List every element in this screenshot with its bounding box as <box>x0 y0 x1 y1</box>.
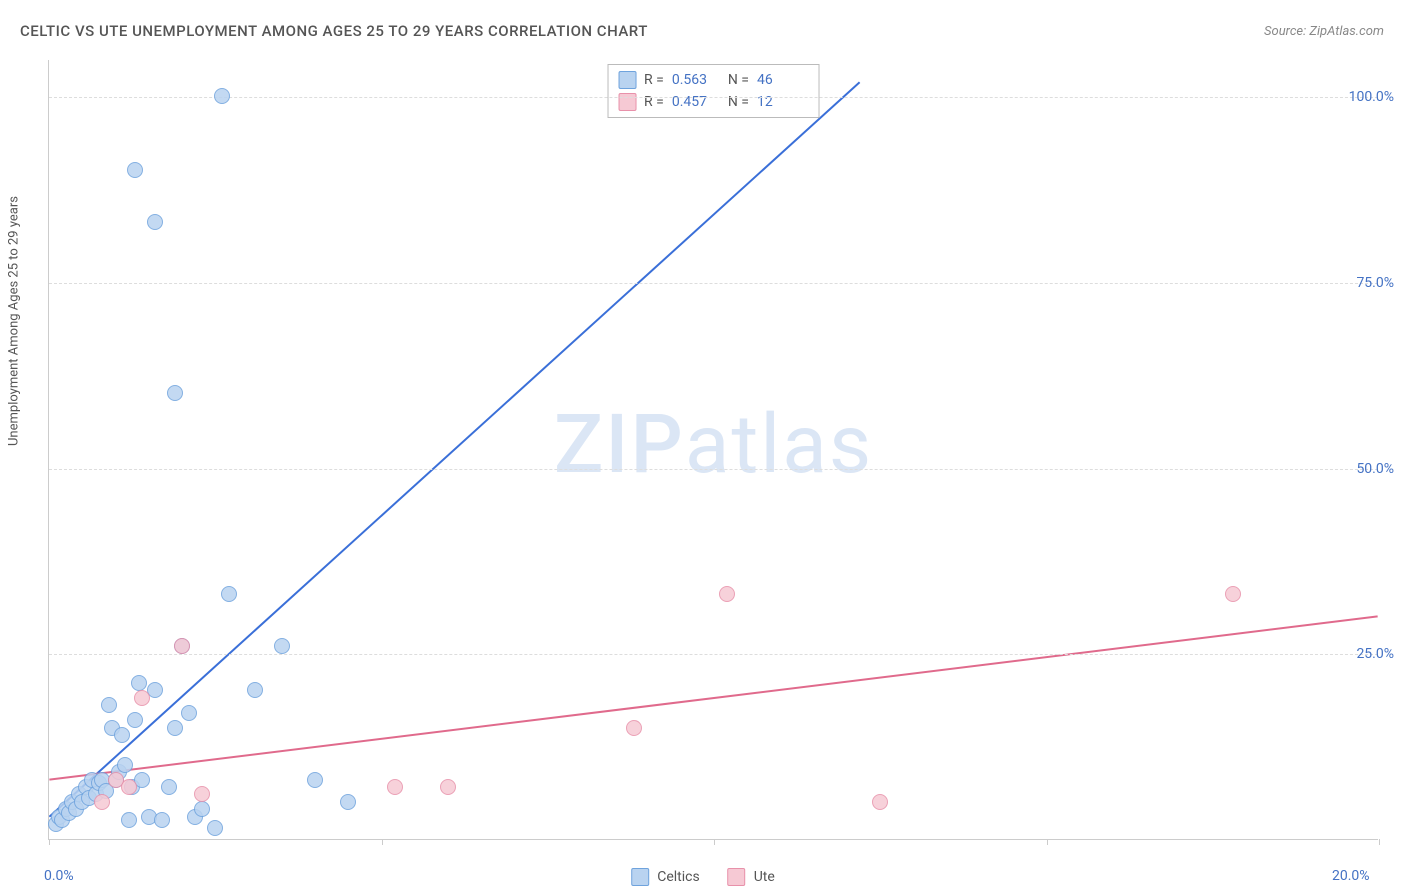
plot-area: ZIPatlas R = 0.563 N = 46 R =0.457N =12 <box>48 60 1378 840</box>
data-point-celtics <box>127 712 143 728</box>
data-point-celtics <box>167 720 183 736</box>
stat-n-label: N = <box>728 72 749 88</box>
data-point-celtics <box>247 682 263 698</box>
xtick <box>1047 839 1048 845</box>
data-point-celtics <box>121 812 137 828</box>
stats-box: R = 0.563 N = 46 R =0.457N =12 <box>607 64 820 118</box>
data-point-celtics <box>194 801 210 817</box>
stat-r-label: R = <box>644 72 664 88</box>
data-point-ute <box>626 720 642 736</box>
xtick-label: 0.0% <box>44 868 74 884</box>
swatch-ute-icon <box>618 93 636 111</box>
legend-item-celtics: Celtics <box>631 868 699 886</box>
data-point-ute <box>440 779 456 795</box>
data-point-celtics <box>274 638 290 654</box>
source-label: Source: ZipAtlas.com <box>1264 24 1384 39</box>
swatch-celtics <box>631 868 649 886</box>
data-point-ute <box>1225 586 1241 602</box>
data-point-celtics <box>307 772 323 788</box>
data-point-ute <box>719 586 735 602</box>
watermark: ZIPatlas <box>554 397 873 493</box>
data-point-celtics <box>127 162 143 178</box>
stat-row-ute: R =0.457N =12 <box>618 91 805 113</box>
gridline <box>49 469 1378 470</box>
xtick-label: 20.0% <box>1332 868 1370 884</box>
data-point-celtics <box>167 385 183 401</box>
data-point-celtics <box>101 697 117 713</box>
stat-n-value-celtics: 46 <box>757 72 805 88</box>
data-point-ute <box>872 794 888 810</box>
regression-lines <box>49 60 1378 839</box>
gridline <box>49 654 1378 655</box>
data-point-celtics <box>221 586 237 602</box>
data-point-ute <box>134 690 150 706</box>
gridline <box>49 97 1378 98</box>
data-point-celtics <box>181 705 197 721</box>
swatch-celtics-icon <box>618 71 636 89</box>
data-point-celtics <box>147 214 163 230</box>
regression-line-celtics <box>49 82 859 816</box>
data-point-celtics <box>131 675 147 691</box>
data-point-ute <box>387 779 403 795</box>
data-point-celtics <box>340 794 356 810</box>
ytick-label: 25.0% <box>1356 646 1394 662</box>
data-point-celtics <box>117 757 133 773</box>
legend-label-ute: Ute <box>754 869 775 885</box>
swatch-ute <box>728 868 746 886</box>
xtick <box>1379 839 1380 845</box>
footer-legend: Celtics Ute <box>631 868 775 886</box>
data-point-celtics <box>214 88 230 104</box>
stat-r-value-celtics: 0.563 <box>672 72 720 88</box>
data-point-celtics <box>114 727 130 743</box>
xtick <box>714 839 715 845</box>
legend-label-celtics: Celtics <box>657 869 699 885</box>
stat-row-celtics: R = 0.563 N = 46 <box>618 69 805 91</box>
data-point-celtics <box>161 779 177 795</box>
gridline <box>49 283 1378 284</box>
data-point-celtics <box>154 812 170 828</box>
data-point-celtics <box>207 820 223 836</box>
data-point-ute <box>121 779 137 795</box>
ytick-label: 100.0% <box>1349 89 1394 105</box>
y-axis-label: Unemployment Among Ages 25 to 29 years <box>7 196 22 446</box>
regression-line-ute <box>49 616 1377 779</box>
chart-container: CELTIC VS UTE UNEMPLOYMENT AMONG AGES 25… <box>0 0 1406 892</box>
ytick-label: 75.0% <box>1356 275 1394 291</box>
data-point-ute <box>194 786 210 802</box>
data-point-ute <box>94 794 110 810</box>
xtick <box>49 839 50 845</box>
chart-title: CELTIC VS UTE UNEMPLOYMENT AMONG AGES 25… <box>20 22 648 40</box>
data-point-ute <box>174 638 190 654</box>
ytick-label: 50.0% <box>1356 461 1394 477</box>
xtick <box>382 839 383 845</box>
legend-item-ute: Ute <box>728 868 775 886</box>
